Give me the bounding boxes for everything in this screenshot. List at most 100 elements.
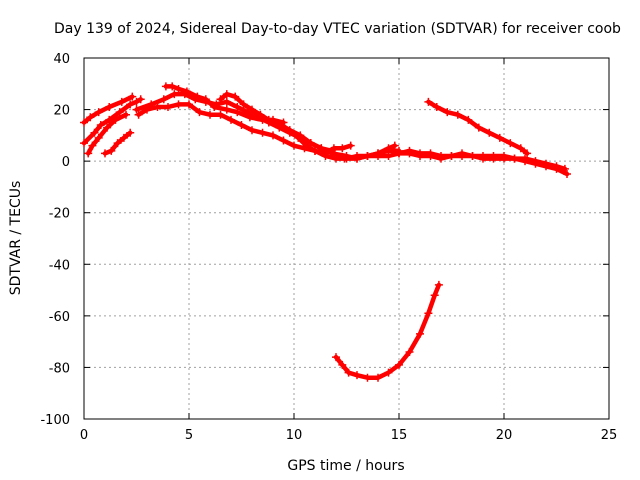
data-point: [290, 141, 298, 150]
data-point: [128, 92, 137, 101]
data-point: [96, 121, 105, 130]
data-point: [500, 151, 508, 160]
data-point: [390, 141, 399, 150]
data-point: [216, 110, 225, 119]
data-point: [237, 121, 246, 130]
data-point: [134, 110, 143, 119]
data-point: [119, 133, 128, 142]
data-point: [105, 102, 114, 111]
data-point: [363, 151, 372, 160]
data-point: [245, 113, 254, 122]
data-point: [94, 108, 103, 117]
data-point: [489, 151, 498, 160]
data-point: [126, 100, 135, 109]
data-point: [374, 373, 382, 382]
data-point: [437, 151, 445, 160]
data-point: [94, 133, 103, 142]
y-tick-label: -80: [49, 361, 70, 376]
series-track-14: [332, 280, 443, 382]
series-line: [323, 143, 353, 156]
data-point: [132, 97, 141, 106]
data-point: [277, 121, 286, 130]
data-point: [374, 151, 382, 160]
data-point: [239, 100, 248, 109]
data-point: [384, 368, 393, 377]
data-point: [174, 100, 183, 109]
series-layer: [80, 82, 571, 382]
data-point: [405, 347, 414, 356]
data-point: [147, 100, 156, 109]
data-point: [88, 141, 97, 150]
data-point: [256, 110, 265, 119]
data-point: [523, 149, 532, 158]
data-point: [101, 149, 109, 158]
y-tick-label: -20: [49, 207, 70, 222]
y-tick-label: 40: [53, 52, 70, 67]
data-point: [474, 123, 483, 132]
y-tick-label: -40: [49, 258, 70, 273]
data-point: [317, 144, 326, 153]
data-point: [560, 164, 569, 173]
data-point: [353, 371, 361, 380]
x-tick-label: 15: [391, 428, 408, 443]
y-tick-label: -60: [49, 310, 70, 325]
data-point: [195, 108, 204, 117]
data-point: [426, 149, 435, 158]
data-point: [542, 159, 550, 168]
data-point: [115, 108, 124, 117]
data-point: [193, 92, 202, 101]
data-point: [340, 154, 349, 163]
x-tick-label: 0: [80, 428, 88, 443]
data-point: [531, 157, 540, 166]
data-point: [416, 329, 424, 338]
data-point: [447, 151, 456, 160]
data-point: [332, 353, 340, 362]
data-point: [346, 141, 355, 150]
data-point: [107, 146, 116, 155]
data-point: [510, 154, 519, 163]
data-point: [395, 360, 403, 369]
data-point: [458, 149, 466, 158]
series-track-13: [424, 97, 532, 158]
x-tick-label: 10: [286, 428, 303, 443]
data-point: [122, 110, 130, 119]
data-point: [363, 373, 372, 382]
data-point: [80, 139, 88, 148]
data-point: [132, 105, 141, 114]
data-point: [468, 151, 477, 160]
data-point: [344, 368, 353, 377]
data-point: [153, 102, 162, 111]
x-tick-label: 25: [601, 428, 618, 443]
data-point: [521, 154, 529, 163]
series-track-12: [395, 146, 569, 173]
data-point: [338, 144, 347, 153]
data-point: [384, 151, 393, 160]
y-tick-label: -100: [40, 413, 70, 428]
data-point: [206, 110, 214, 119]
data-point: [84, 149, 93, 158]
data-point: [353, 154, 361, 163]
data-point: [117, 97, 126, 106]
data-point: [159, 95, 168, 104]
data-point: [302, 141, 311, 150]
data-point: [222, 97, 231, 106]
plot-frame: [83, 57, 610, 420]
data-point: [103, 123, 112, 132]
data-point: [495, 133, 504, 142]
data-point: [485, 128, 494, 137]
data-point: [269, 131, 277, 140]
data-point: [264, 115, 273, 124]
data-point: [424, 309, 433, 318]
data-point: [453, 110, 462, 119]
data-point: [434, 280, 443, 289]
series-track-3: [101, 128, 135, 158]
data-point: [86, 113, 95, 122]
data-point: [136, 95, 145, 104]
data-point: [285, 126, 294, 135]
data-point: [185, 100, 193, 109]
data-point: [384, 144, 393, 153]
data-point: [321, 149, 330, 158]
y-tick-label: 0: [62, 155, 70, 170]
data-point: [563, 170, 571, 179]
